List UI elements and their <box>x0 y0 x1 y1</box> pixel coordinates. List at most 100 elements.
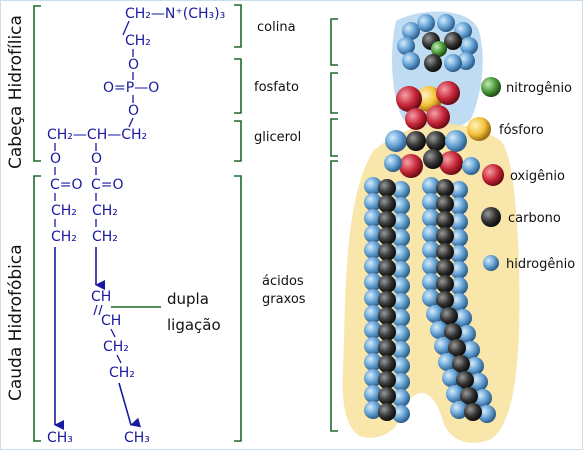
carbon-atom <box>444 323 462 341</box>
glycerol-bracket <box>234 120 242 162</box>
hydrogen-atom <box>392 181 410 199</box>
hydrogen-atom <box>392 197 410 215</box>
hydrogen-atom <box>450 229 468 247</box>
left-ch2-1-text: CH₂ <box>51 203 77 219</box>
glycerol-label: glicerol <box>254 130 301 145</box>
double-bond-label-1: dupla <box>167 290 209 308</box>
hydrogen-atom <box>466 357 484 375</box>
carbon-atom <box>378 339 396 357</box>
hydrogen-atom <box>392 325 410 343</box>
hydrogen-atom <box>392 245 410 263</box>
hydrogen-atom <box>392 229 410 247</box>
fatty-acids-label-1: ácidos <box>262 274 304 289</box>
hydrogen-atom <box>364 401 382 419</box>
carbon-atom <box>464 403 482 421</box>
hydrogen-atom <box>364 273 382 291</box>
hydrogen-atom <box>397 37 415 55</box>
right-methyl-end-text: CH₃ <box>124 430 150 446</box>
carbon-atom <box>444 32 462 50</box>
left-ch2-2-text: CH₂ <box>51 229 77 245</box>
model-fatty-acids-bracket <box>330 160 338 432</box>
hydrogen-atom <box>392 341 410 359</box>
carbon-atom <box>378 179 396 197</box>
hydrogen-atom <box>385 130 407 152</box>
hydrogen-atom <box>364 385 382 403</box>
hydrogen-atom <box>364 177 382 195</box>
hydrogen-atom <box>364 369 382 387</box>
carbon-atom <box>436 195 454 213</box>
carbon-atom <box>436 243 454 261</box>
hydrogen-legend-icon <box>483 255 499 271</box>
carbon-atom <box>426 131 446 151</box>
hydrogen-atom <box>460 37 478 55</box>
model-phosphate-bracket <box>330 72 338 114</box>
hydrogen-atom <box>364 337 382 355</box>
hydrogen-atom <box>450 213 468 231</box>
oxygen-left-text: O <box>50 151 61 167</box>
hydrogen-atom <box>364 257 382 275</box>
hydrogen-atom <box>402 52 420 70</box>
hydrogen-atom <box>437 14 455 32</box>
hydrogen-atom <box>430 321 448 339</box>
oxygen-mid-text: O <box>91 151 102 167</box>
oxygen-atom <box>399 154 423 178</box>
hydrogen-atom <box>422 273 440 291</box>
carbon-atom <box>378 323 396 341</box>
fatty-acids-label-2: graxos <box>262 292 306 307</box>
oxygen-2-text: O <box>128 103 139 119</box>
hydrogen-atom <box>392 261 410 279</box>
hydrogen-atom <box>364 305 382 323</box>
hydrogen-atom <box>392 213 410 231</box>
hydrogen-atom <box>364 225 382 243</box>
carbon-atom <box>378 355 396 373</box>
carbon-atom <box>378 259 396 277</box>
space-filling-model <box>342 11 520 443</box>
choline-ch2-text: CH₂ <box>125 33 151 49</box>
carbon-atom <box>436 227 454 245</box>
hydrogen-atom <box>364 209 382 227</box>
hydrogen-atom <box>364 289 382 307</box>
oxygen-atom <box>405 108 427 130</box>
carbon-atom <box>378 291 396 309</box>
double-bond-ch-1-text: CH <box>91 289 111 305</box>
oxygen-1-text: O <box>128 57 139 73</box>
carbon-atom <box>378 243 396 261</box>
hydrogen-atom <box>450 261 468 279</box>
carbon-atom <box>452 355 470 373</box>
carbon-atom <box>448 339 466 357</box>
hydrogen-atom <box>417 14 435 32</box>
right-ch2-2-text: CH₂ <box>92 229 118 245</box>
hydrogen-atom <box>402 22 420 40</box>
oxygen-atom <box>426 105 450 129</box>
double-bond-label-2: ligação <box>167 316 221 334</box>
left-bracket-head <box>33 5 41 162</box>
hydrogen-atom <box>422 177 440 195</box>
hydrogen-atom <box>392 309 410 327</box>
carbon-atom <box>378 387 396 405</box>
legend: nitrogênio fósforo oxigênio carbono hidr… <box>467 77 575 272</box>
oxygen-atom <box>436 81 460 105</box>
hydrogen-atom <box>422 257 440 275</box>
hydrogen-atom <box>364 321 382 339</box>
hydrogen-atom <box>450 401 468 419</box>
hydrogen-atom <box>422 225 440 243</box>
legend-label-phosphorus: fósforo <box>499 123 544 138</box>
carbon-atom <box>436 275 454 293</box>
hydrogen-atom <box>444 54 462 72</box>
head-side-label: Cabeça Hidrofílica <box>6 15 26 169</box>
carbon-legend-icon <box>481 207 501 227</box>
hydrogen-atom <box>454 309 472 327</box>
carbon-atom <box>436 211 454 229</box>
carbon-atom <box>378 275 396 293</box>
carbon-atom <box>436 259 454 277</box>
left-bracket-tail <box>33 175 41 442</box>
carbon-atom <box>440 307 458 325</box>
right-tail-arrow <box>118 382 142 428</box>
hydrogen-atom <box>450 245 468 263</box>
nitrogen-legend-icon <box>481 77 501 97</box>
hydrogen-atom <box>392 389 410 407</box>
hydrogen-atom <box>450 293 468 311</box>
hydrogen-atom <box>470 373 488 391</box>
hydrogen-atom <box>364 241 382 259</box>
